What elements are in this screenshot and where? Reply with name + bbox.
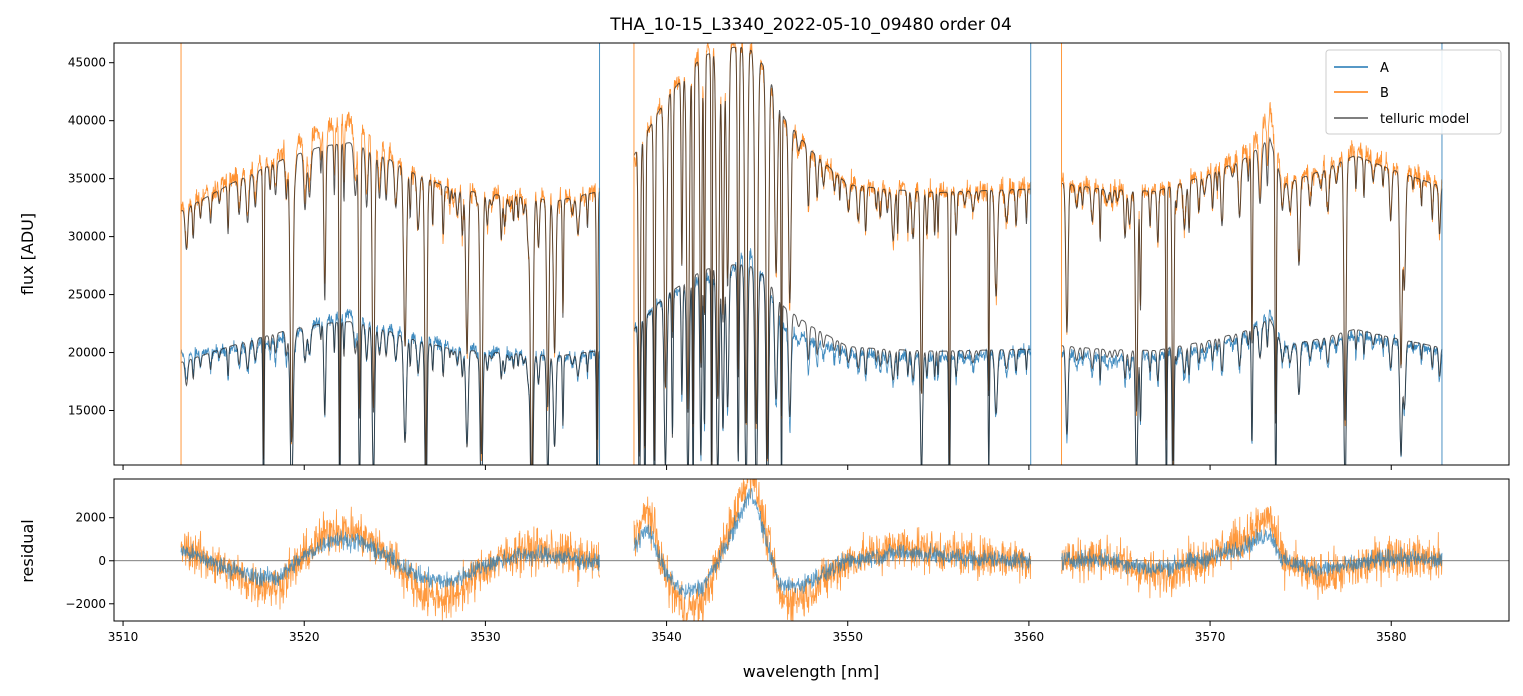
flux-y-tick-label: 35000 [68,172,106,186]
telluric-model-a-line [180,264,1443,465]
residual-axes-frame [113,478,1510,622]
flux-y-tick-label: 25000 [68,288,106,302]
flux-y-tick-label: 15000 [68,404,106,418]
legend-box [1325,49,1502,135]
residual-series-group [114,479,1509,621]
legend-label-telluric: telluric model [1380,112,1469,127]
chart-title: THA_10-15_L3340_2022-05-10_09480 order 0… [609,15,1012,35]
x-axis-label: wavelength [nm] [743,662,880,681]
flux-x-ticks [122,465,1392,470]
flux-y-ticks: 15000 20000 25000 30000 35000 40000 45000 [68,56,114,418]
residual-x-tick-label: 3550 [832,630,863,644]
flux-panel: 15000 20000 25000 30000 35000 40000 45000 flux… [18,42,1510,470]
flux-y-tick-label: 30000 [68,230,106,244]
residual-x-tick-label: 3540 [651,630,682,644]
residual-y-tick-label: −2000 [65,597,106,611]
residual-x-tick-label: 3520 [289,630,320,644]
flux-axes-frame [113,42,1510,466]
flux-y-tick-label: 40000 [68,114,106,128]
residual-x-tick-label: 3570 [1195,630,1226,644]
residual-y-tick-label: 0 [98,554,106,568]
flux-y-axis-label: flux [ADU] [18,213,37,295]
residual-x-tick-label: 3580 [1376,630,1407,644]
residual-y-axis-label: residual [18,519,37,582]
legend: A B telluric model [1325,49,1502,135]
legend-label-b: B [1380,86,1389,101]
legend-label-a: A [1380,61,1389,76]
residual-y-ticks: −2000 0 2000 [65,511,114,611]
flux-series-group [180,43,1443,465]
residual-x-tick-label: 3510 [108,630,139,644]
residual-x-ticks: 3510 3520 3530 3540 3550 3560 3570 3580 [108,621,1407,644]
residual-y-tick-label: 2000 [75,511,106,525]
flux-y-tick-label: 20000 [68,346,106,360]
flux-y-tick-label: 45000 [68,56,106,70]
residual-a-line [180,488,1443,600]
telluric-model-b-line [180,46,1443,465]
residual-x-tick-label: 3530 [470,630,501,644]
residual-x-tick-label: 3560 [1014,630,1045,644]
